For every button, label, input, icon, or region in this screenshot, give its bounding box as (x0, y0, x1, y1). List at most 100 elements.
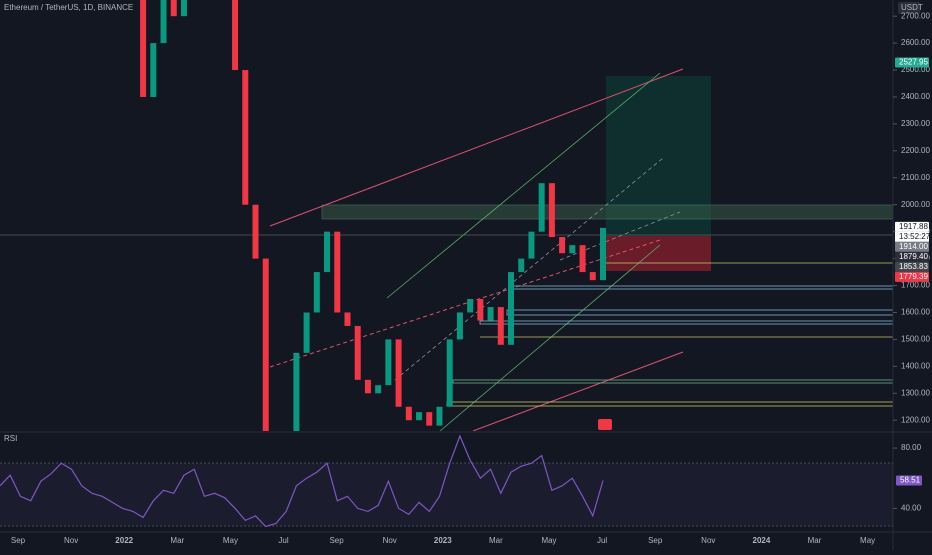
candle (600, 227, 606, 281)
x-tick-label: Sep (329, 536, 344, 545)
x-tick-label: Mar (170, 536, 184, 545)
candle (262, 258, 269, 431)
price-tag (895, 241, 929, 252)
candle (293, 352, 300, 431)
x-tick-label: Sep (11, 536, 26, 545)
candle (446, 339, 453, 407)
candle (334, 231, 341, 313)
x-tick-label: May (541, 536, 556, 545)
candle (528, 231, 535, 259)
symbol-title: Ethereum / TetherUS, 1D, BINANCE (4, 3, 133, 12)
x-tick-label: Nov (383, 536, 397, 545)
candle (242, 70, 249, 205)
event-icon[interactable] (598, 419, 612, 430)
rsi-tag (896, 475, 922, 486)
candle (579, 245, 586, 273)
candle (170, 0, 177, 17)
x-tick-label: 2023 (434, 536, 452, 545)
y-tick-label: 2400.00 (901, 92, 930, 101)
price-tag (895, 251, 929, 262)
price-tag (895, 271, 929, 282)
candle (538, 183, 545, 232)
price-tag-label: 1879.40 (899, 252, 928, 261)
x-tick-label: 2022 (115, 536, 133, 545)
candle (416, 412, 423, 421)
y-tick-label: 80.00 (901, 443, 922, 452)
channel-line (439, 244, 661, 431)
y-tick-label: 2600.00 (901, 38, 930, 47)
candle (160, 0, 167, 44)
y-tick-label: 1600.00 (901, 308, 930, 317)
y-tick-label: 1700.00 (901, 281, 930, 290)
zone (321, 204, 893, 220)
x-tick-label: Nov (701, 536, 715, 545)
long-stop-zone (606, 236, 711, 271)
candle (405, 406, 412, 421)
channel-line (386, 72, 661, 299)
trend-line (269, 68, 684, 227)
y-tick-label: 2000.00 (901, 200, 930, 209)
candle (395, 339, 402, 407)
candle (548, 183, 555, 238)
price-tag-label: 1917.88 (899, 222, 928, 231)
candle (354, 325, 361, 380)
y-tick-label: 1200.00 (901, 415, 930, 424)
x-tick-label: Nov (64, 536, 78, 545)
y-tick-label: 2300.00 (901, 119, 930, 128)
candles (140, 0, 606, 431)
zone (506, 309, 893, 316)
candle (508, 272, 515, 345)
candle (324, 231, 331, 273)
candle (303, 312, 310, 353)
y-tick-label: 2200.00 (901, 146, 930, 155)
candle (364, 379, 371, 394)
x-tick-label: May (860, 536, 875, 545)
candle (313, 272, 320, 313)
candle (497, 307, 504, 345)
candle (518, 258, 525, 273)
y-tick-label: 2500.00 (901, 65, 930, 74)
candle (375, 385, 382, 394)
candle (140, 0, 147, 97)
y-tick-label: 2100.00 (901, 173, 930, 182)
rsi (0, 434, 604, 528)
candle (487, 307, 494, 321)
x-tick-label: Mar (489, 536, 503, 545)
x-tick-label: Mar (808, 536, 822, 545)
candle (559, 237, 566, 254)
price-tag-label: 2527.95 (899, 58, 928, 67)
candle (426, 412, 433, 426)
y-tick-label: 1400.00 (901, 361, 930, 370)
price-tag-label: 1779.39 (899, 272, 928, 281)
channel-mid (394, 157, 664, 381)
candle (477, 299, 484, 321)
price-tag (895, 261, 929, 272)
candle (252, 204, 259, 259)
currency[interactable]: USDT (901, 3, 923, 12)
price-tag (895, 57, 929, 68)
x-tick-label: 2024 (753, 536, 771, 545)
trend-line (269, 239, 661, 368)
y-tick-label: 1300.00 (901, 388, 930, 397)
candle (385, 339, 392, 386)
x-tick-label: Sep (648, 536, 663, 545)
zone (479, 320, 893, 325)
candle (589, 272, 596, 281)
rsi-tag-label: 58.51 (900, 476, 921, 485)
countdown-box (895, 231, 929, 242)
y-tick-label: 40.00 (901, 503, 922, 512)
x-tick-label: Jul (597, 536, 607, 545)
y-tick-label: 2700.00 (901, 11, 930, 20)
rsi-title: RSI (4, 434, 17, 443)
candle (569, 245, 576, 254)
candle (232, 0, 239, 71)
currency-button[interactable] (898, 2, 920, 14)
candle (456, 312, 463, 340)
zone (452, 379, 893, 384)
candle (180, 0, 187, 17)
candle (344, 312, 351, 326)
countdown: 13:52:27 (899, 232, 931, 241)
rsi-line (0, 434, 604, 528)
price-tag-label: 1853.83 (899, 262, 928, 271)
